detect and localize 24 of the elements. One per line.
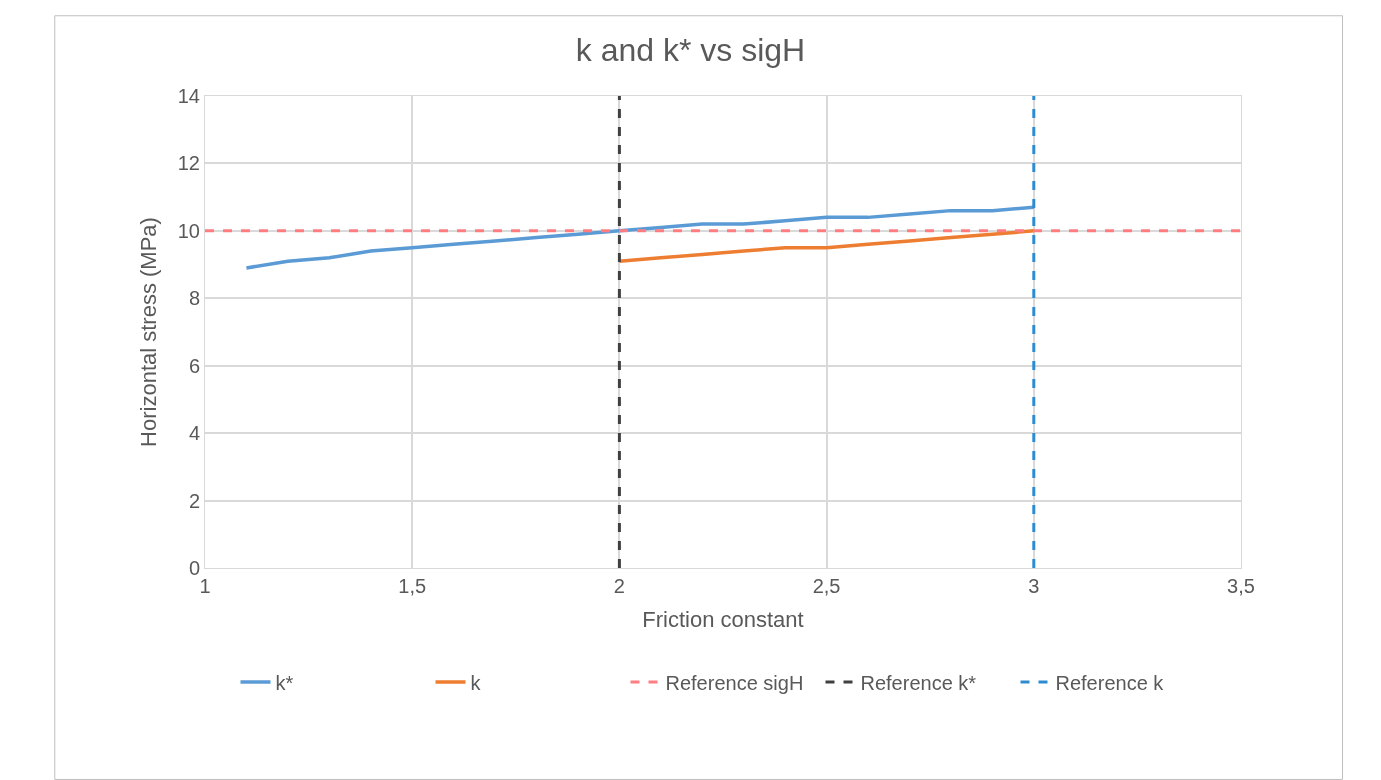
x-tick-label: 3 <box>1028 575 1040 597</box>
chart-title: k and k* vs sigH <box>575 32 806 69</box>
x-tick-label: 2,5 <box>812 575 841 597</box>
legend-label: k <box>470 671 482 694</box>
y-tick-label: 12 <box>177 152 200 175</box>
y-tick-label: 0 <box>188 557 200 579</box>
x-tick-label: 1,5 <box>398 575 427 597</box>
y-tick-label: 14 <box>177 85 200 107</box>
legend-label: Reference sigH <box>665 671 804 694</box>
x-tick-label: 3,5 <box>1227 575 1255 597</box>
y-tick-label: 4 <box>188 422 200 445</box>
line-series <box>244 205 1036 270</box>
legend-label: Reference k <box>1055 671 1165 694</box>
y-tick-label: 8 <box>188 287 200 310</box>
y-tick-label: 10 <box>177 219 200 242</box>
line-series <box>617 229 1036 263</box>
y-axis-title: Horizontal stress (MPa) <box>135 217 161 447</box>
x-axis-title: Friction constant <box>642 606 804 632</box>
x-tick-label: 1 <box>199 575 211 597</box>
y-tick-label: 6 <box>188 354 200 377</box>
legend-label: k* <box>275 671 294 694</box>
y-tick-label: 2 <box>188 489 200 512</box>
legend-label: Reference k* <box>860 671 977 694</box>
x-tick-label: 2 <box>613 575 625 597</box>
